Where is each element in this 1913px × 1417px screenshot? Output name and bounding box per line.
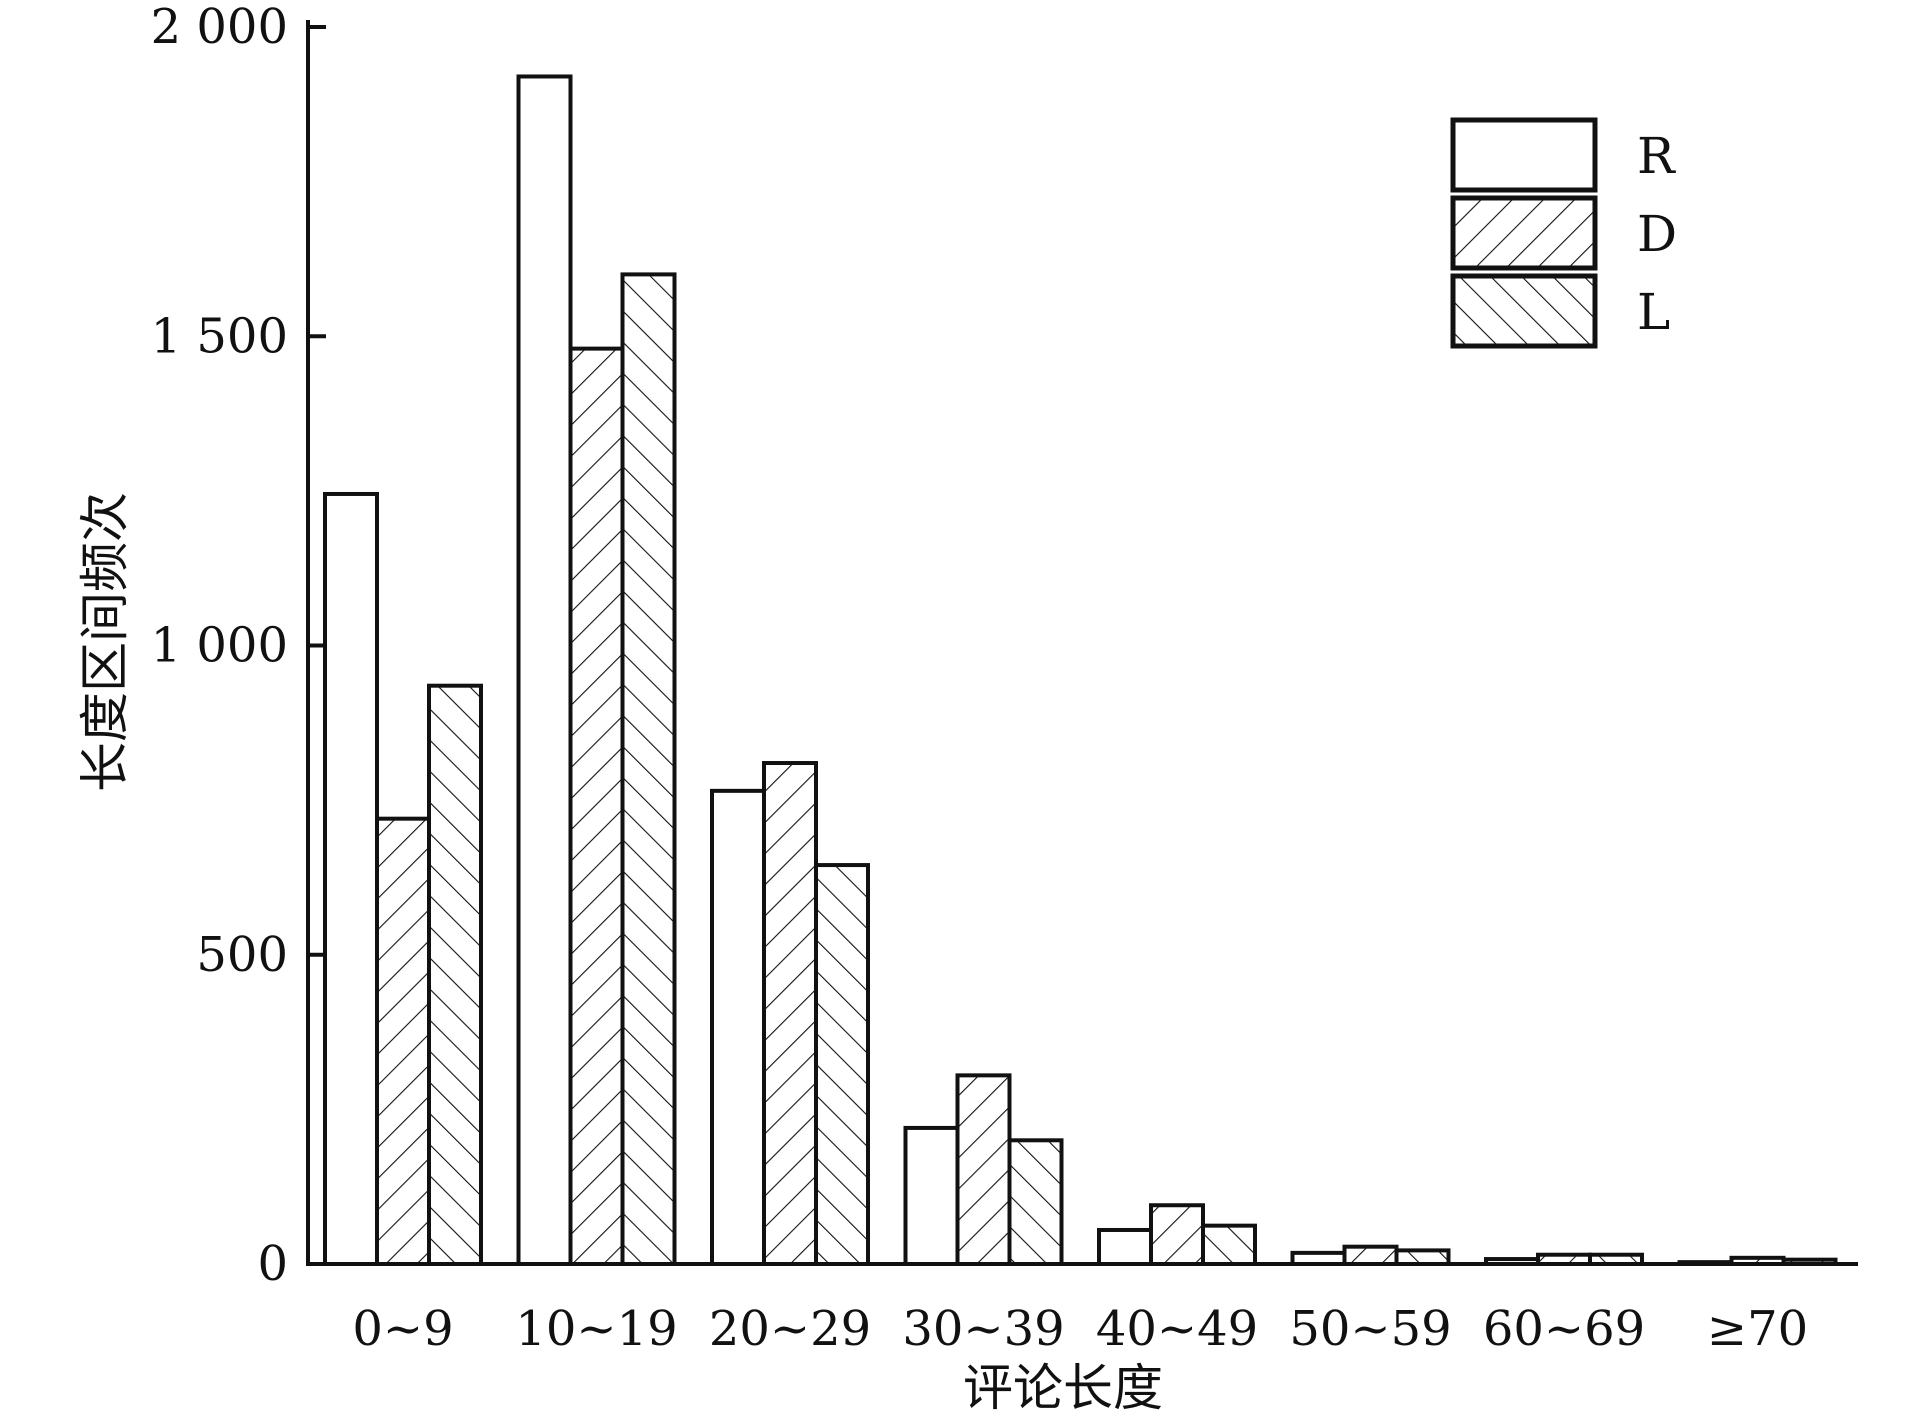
x-tick-label: 20~29 xyxy=(709,1301,871,1357)
bar-D-2 xyxy=(762,761,818,1266)
bar-D-0 xyxy=(375,816,431,1266)
bar-R-0 xyxy=(323,491,379,1266)
bars-layer xyxy=(323,74,1838,1267)
legend-swatch-L xyxy=(1450,273,1598,349)
bar-R-2 xyxy=(710,788,766,1266)
x-ticks: 0~9 10~19 20~29 30~39 40~49 50~59 60~69 ≥70 xyxy=(352,1301,1808,1357)
y-tick-label: 500 xyxy=(196,927,288,983)
bar-D-3 xyxy=(955,1073,1012,1267)
y-tick-label: 1 500 xyxy=(151,308,288,364)
x-tick-label: 40~49 xyxy=(1096,1301,1258,1357)
bar-L-1 xyxy=(620,272,677,1266)
legend-label-L: L xyxy=(1637,283,1670,341)
legend-swatch-R xyxy=(1450,117,1598,193)
bar-D-5 xyxy=(1342,1244,1399,1267)
x-tick-label: 10~19 xyxy=(515,1301,677,1357)
bar-D-1 xyxy=(568,346,625,1266)
x-tick-label: 0~9 xyxy=(352,1301,453,1357)
x-axis-title: 评论长度 xyxy=(963,1359,1163,1417)
y-tick-label: 2 000 xyxy=(151,0,288,55)
x-tick-label: 30~39 xyxy=(902,1301,1064,1357)
bar-D-4 xyxy=(1149,1203,1205,1267)
legend-label-R: R xyxy=(1637,127,1676,185)
legend-label-D: D xyxy=(1637,205,1677,263)
x-tick-label: 50~59 xyxy=(1289,1301,1451,1357)
legend-swatch-D xyxy=(1450,195,1598,271)
y-axis-title: 长度区间频次 xyxy=(76,492,134,792)
bar-R-1 xyxy=(516,74,573,1267)
y-tick-label: 0 xyxy=(257,1236,288,1292)
bar-L-0 xyxy=(427,683,483,1266)
bar-L-3 xyxy=(1007,1138,1064,1267)
legend: RDL xyxy=(1450,117,1677,349)
bar-L-5 xyxy=(1394,1248,1451,1266)
bar-R-4 xyxy=(1097,1227,1153,1267)
bar-L-2 xyxy=(814,863,870,1266)
y-ticks: 0 500 1 000 1 500 2 000 xyxy=(151,0,326,1292)
bar-R-3 xyxy=(903,1125,960,1267)
x-tick-label: ≥70 xyxy=(1707,1301,1808,1357)
y-tick-label: 1 000 xyxy=(151,618,288,674)
bar-L-4 xyxy=(1201,1223,1257,1266)
x-tick-label: 60~69 xyxy=(1483,1301,1645,1357)
